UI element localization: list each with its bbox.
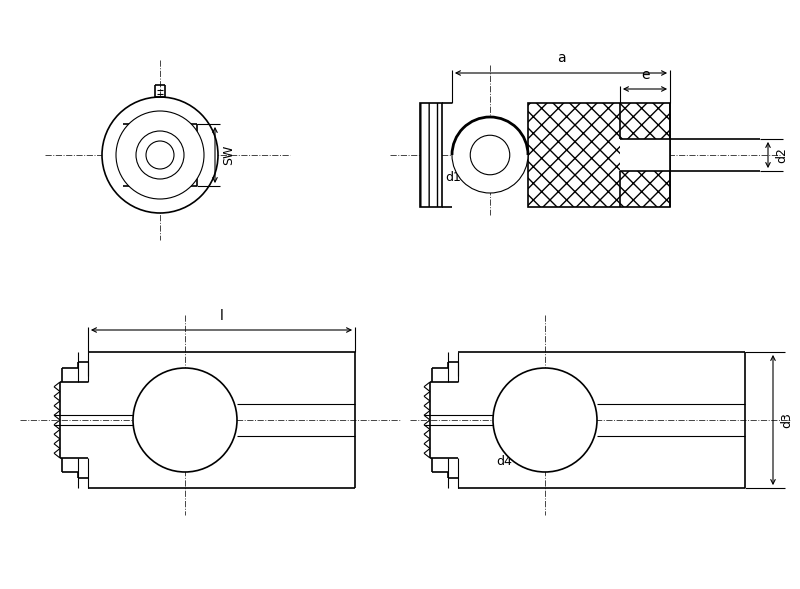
Circle shape <box>470 135 510 175</box>
Text: e: e <box>641 68 650 82</box>
Text: d2: d2 <box>775 147 788 163</box>
Circle shape <box>493 368 597 472</box>
Circle shape <box>452 117 528 193</box>
Bar <box>620 139 670 171</box>
Circle shape <box>102 97 218 213</box>
Circle shape <box>146 141 174 169</box>
Text: d3: d3 <box>780 412 793 428</box>
Bar <box>528 103 670 207</box>
Circle shape <box>133 368 237 472</box>
Text: SW: SW <box>222 145 235 165</box>
Text: d1: d1 <box>446 171 462 184</box>
Text: d4: d4 <box>496 455 512 468</box>
Bar <box>420 103 442 207</box>
Text: a: a <box>557 51 566 65</box>
Circle shape <box>116 111 204 199</box>
Text: l: l <box>219 309 223 323</box>
Circle shape <box>136 131 184 179</box>
